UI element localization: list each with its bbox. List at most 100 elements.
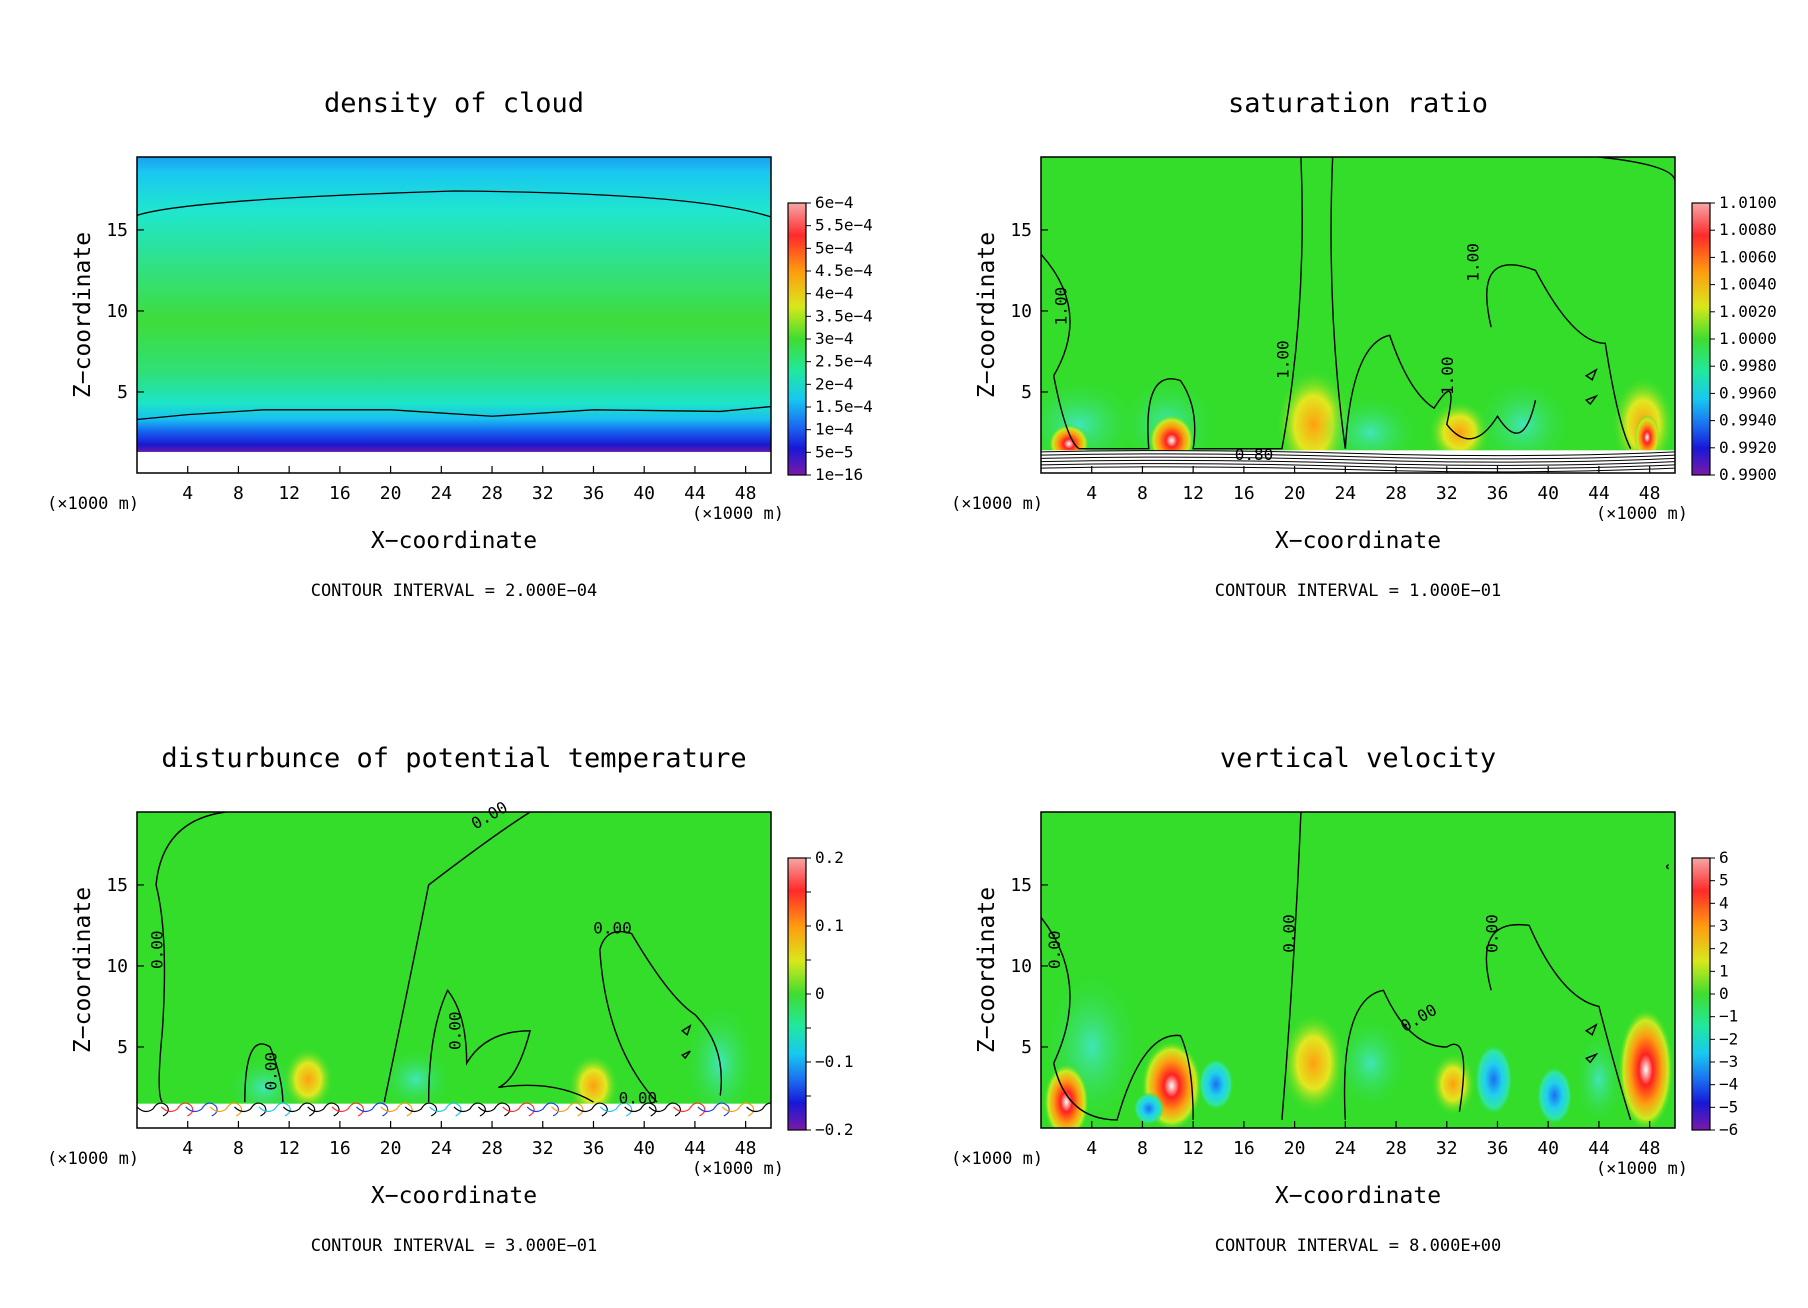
contour-loop: [681, 1024, 692, 1060]
x-tick-label: 24: [430, 1138, 452, 1159]
contour-line: [155, 812, 226, 1103]
ground-layer: [137, 1102, 771, 1128]
plot-frame: [1040, 156, 1676, 474]
x-tick-label: 36: [1487, 483, 1509, 504]
x-axis-label: X−coordinate: [1275, 1183, 1441, 1209]
density-field: [137, 157, 771, 473]
x-unit-left: (×1000 m): [951, 494, 1043, 514]
x-tick-label: 16: [329, 1138, 351, 1159]
ground-contour: [1041, 463, 1675, 470]
x-axis-label: X−coordinate: [371, 528, 537, 554]
y-tick-label: 15: [106, 220, 128, 241]
contour-label: 1.00: [1273, 340, 1292, 379]
y-axis-label: Z−coordinate: [70, 232, 96, 398]
x-tick-label: 12: [278, 483, 300, 504]
contour-label: 1.00: [1438, 357, 1457, 396]
plot-field: [137, 157, 771, 473]
colorbar-label: 1.0000: [1719, 329, 1777, 348]
chart-title: vertical velocity: [1220, 743, 1496, 774]
chart-title: density of cloud: [324, 88, 584, 119]
contour-label: 0.00: [1045, 930, 1064, 969]
chart-title: saturation ratio: [1228, 88, 1488, 119]
colorbar-label: 5: [1719, 871, 1729, 890]
colorbar-label: 0: [815, 984, 825, 1003]
colorbar-label: 2.5e−4: [815, 352, 873, 371]
x-tick-label: 24: [1334, 1138, 1356, 1159]
x-axis-label: X−coordinate: [371, 1183, 537, 1209]
colorbar-scale: [1691, 857, 1711, 1131]
x-tick-label: 8: [233, 1138, 244, 1159]
colorbar-label: 0.9900: [1719, 465, 1777, 484]
contour-label: 0.00: [1482, 914, 1501, 953]
contour-interval: CONTOUR INTERVAL = 3.000E−01: [311, 1236, 598, 1256]
contour-line: [1041, 812, 1302, 1121]
x-tick-label: 36: [583, 483, 605, 504]
x-tick-label: 44: [684, 483, 706, 504]
x-tick-label: 8: [233, 483, 244, 504]
colorbar-label: −6: [1719, 1120, 1738, 1139]
y-axis-label: Z−coordinate: [974, 887, 1000, 1053]
colorbar-label: 4e−4: [815, 284, 854, 303]
colorbar: 1.0100 1.0080 1.0060 1.0040 1.0020 1.0000 0.99…: [1691, 193, 1777, 484]
field-blob: [1536, 1066, 1573, 1125]
colorbar-label: −0.2: [815, 1120, 854, 1139]
x-tick-label: 28: [1385, 483, 1407, 504]
contour-line: [599, 930, 722, 1103]
ground-contour: [1041, 456, 1675, 463]
x-unit-left: (×1000 m): [47, 494, 139, 514]
contour-interval: CONTOUR INTERVAL = 8.000E+00: [1215, 1236, 1502, 1256]
x-unit-left: (×1000 m): [951, 1149, 1043, 1169]
contour-label: 1.00: [1051, 287, 1070, 326]
y-axis-label: Z−coordinate: [974, 232, 1000, 398]
field-blob: [1573, 1030, 1625, 1128]
colorbar-label: 1.0020: [1719, 302, 1777, 321]
x-tick-label: 40: [1537, 1138, 1559, 1159]
colorbar-label: 0: [1719, 984, 1729, 1003]
colorbar-label: 0.9940: [1719, 411, 1777, 430]
field-blob: [377, 1046, 454, 1112]
colorbar-label: −5: [1719, 1097, 1738, 1116]
x-unit-right: (×1000 m): [692, 504, 784, 524]
contour-interval: CONTOUR INTERVAL = 1.000E−01: [1215, 581, 1502, 601]
x-tick-label: 24: [430, 483, 452, 504]
ground-contour: [1041, 466, 1675, 473]
x-unit-left: (×1000 m): [47, 1149, 139, 1169]
field-blob: [1198, 1058, 1234, 1111]
x-tick-label: 20: [380, 483, 402, 504]
x-tick-label: 4: [182, 1138, 193, 1159]
colorbar-label: 1e−16: [815, 465, 863, 484]
x-tick-label: 20: [1284, 483, 1306, 504]
colorbar-label: 3e−4: [815, 329, 854, 348]
colorbar-label: 5e−4: [815, 238, 854, 257]
y-axis-label: Z−coordinate: [70, 887, 96, 1053]
chart-title: disturbunce of potential temperature: [161, 743, 746, 774]
contour-loop: [1584, 864, 1669, 1064]
y-tick-label: 15: [1010, 875, 1032, 896]
x-tick-label: 36: [583, 1138, 605, 1159]
x-unit-right: (×1000 m): [1596, 1159, 1688, 1179]
contour-label: 0.00: [619, 1089, 658, 1108]
x-tick-label: 16: [1233, 1138, 1255, 1159]
x-tick-label: 44: [684, 1138, 706, 1159]
x-tick-label: 40: [1537, 483, 1559, 504]
contour-label: 0.00: [147, 930, 166, 969]
y-tick-label: 5: [117, 1037, 128, 1058]
colorbar-label: 2: [1719, 939, 1729, 958]
field-blob: [1133, 1092, 1164, 1125]
y-tick-label: 15: [106, 875, 128, 896]
plot-field: [1041, 157, 1675, 473]
x-tick-label: 8: [1137, 483, 1148, 504]
contour-line: [1343, 923, 1632, 1121]
x-tick-label: 28: [1385, 1138, 1407, 1159]
colorbar-label: 0.2: [815, 848, 844, 867]
colorbar-label: 5.5e−4: [815, 216, 873, 235]
field-blob: [1043, 1063, 1090, 1128]
y-tick-label: 15: [1010, 220, 1032, 241]
field-blob: [1634, 414, 1660, 461]
contour-line: [427, 988, 594, 1103]
ground-contour: [1041, 450, 1675, 457]
